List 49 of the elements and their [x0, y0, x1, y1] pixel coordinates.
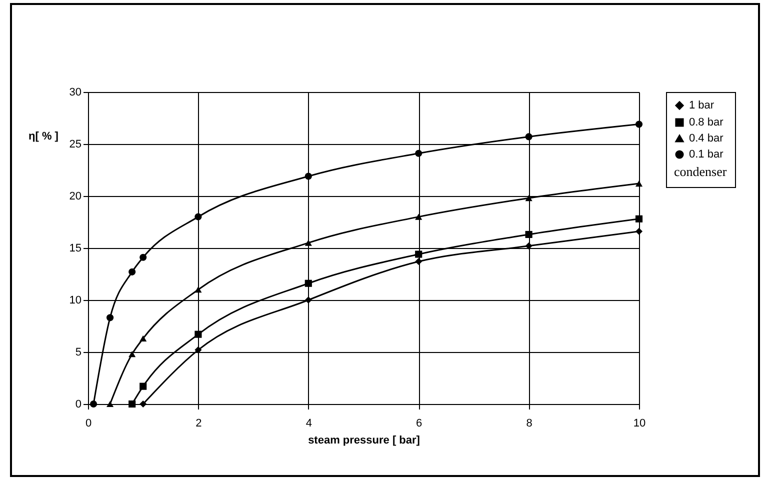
point	[140, 382, 147, 390]
y-tick-label: 5	[75, 346, 82, 358]
x-tick-label: 6	[416, 418, 422, 430]
point	[304, 172, 312, 180]
point	[525, 242, 532, 250]
point	[304, 280, 312, 287]
legend-label: 0.4 bar	[689, 132, 724, 144]
y-tick-label: 0	[75, 398, 82, 410]
point	[140, 400, 147, 408]
legend-title: condenser	[674, 164, 728, 179]
point	[194, 213, 202, 220]
point	[635, 215, 643, 222]
x-tick-label: 8	[526, 418, 532, 430]
point	[194, 330, 202, 338]
point	[194, 286, 202, 293]
y-axis-title: η[ % ]	[28, 130, 59, 142]
point	[415, 214, 422, 220]
point	[128, 268, 136, 276]
y-tick-label: 20	[69, 190, 82, 202]
legend-label: 1 bar	[689, 100, 714, 112]
point	[304, 296, 312, 304]
legend-label: 0.8 bar	[689, 116, 724, 128]
point	[304, 240, 312, 246]
point	[106, 400, 114, 408]
y-tick-label: 15	[69, 242, 82, 254]
point	[140, 254, 147, 261]
point	[140, 335, 147, 342]
point	[635, 228, 643, 235]
x-tick-label: 0	[85, 418, 92, 430]
point	[128, 400, 136, 408]
point	[635, 120, 643, 128]
legend-label: 0.1 bar	[689, 148, 724, 160]
x-axis-title: steam pressure [ bar]	[308, 434, 420, 446]
y-tick-label: 30	[69, 86, 82, 98]
x-tick-label: 2	[196, 418, 202, 430]
point	[525, 195, 532, 202]
point	[128, 351, 136, 358]
point	[415, 250, 422, 258]
x-tick-label: 4	[306, 418, 312, 430]
y-tick-label: 10	[69, 294, 82, 306]
point	[106, 314, 114, 322]
y-tick-label: 25	[69, 138, 82, 150]
point	[525, 133, 532, 140]
point	[635, 180, 643, 187]
point	[415, 258, 422, 266]
point	[194, 346, 202, 354]
point	[415, 150, 422, 157]
x-tick-label: 10	[633, 418, 646, 430]
point	[525, 230, 532, 238]
